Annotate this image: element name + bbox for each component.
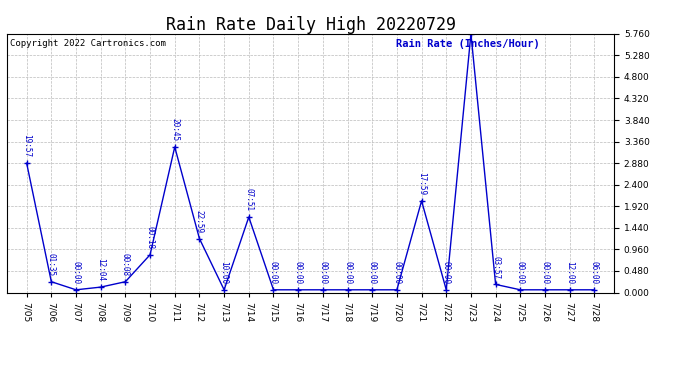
Text: 06:00: 06:00 bbox=[590, 261, 599, 284]
Text: 17:59: 17:59 bbox=[417, 172, 426, 195]
Text: 07:51: 07:51 bbox=[244, 188, 253, 211]
Text: Copyright 2022 Cartronics.com: Copyright 2022 Cartronics.com bbox=[10, 39, 166, 48]
Text: 00:00: 00:00 bbox=[72, 261, 81, 284]
Text: 00:00: 00:00 bbox=[343, 261, 352, 284]
Text: 01:35: 01:35 bbox=[47, 253, 56, 276]
Text: 00:00: 00:00 bbox=[269, 261, 278, 284]
Text: 00:18: 00:18 bbox=[146, 226, 155, 249]
Text: Rain Rate (Inches/Hour): Rain Rate (Inches/Hour) bbox=[395, 39, 540, 49]
Text: 00:00: 00:00 bbox=[516, 261, 525, 284]
Text: 00:00: 00:00 bbox=[294, 261, 303, 284]
Text: 00:00: 00:00 bbox=[368, 261, 377, 284]
Text: 03:57: 03:57 bbox=[491, 256, 500, 279]
Text: 19:57: 19:57 bbox=[22, 135, 31, 158]
Text: 00:00: 00:00 bbox=[393, 261, 402, 284]
Text: 12:00: 12:00 bbox=[565, 261, 574, 284]
Text: 12:04: 12:04 bbox=[96, 258, 105, 282]
Text: 00:00: 00:00 bbox=[540, 261, 549, 284]
Text: 10:00: 10:00 bbox=[219, 261, 228, 284]
Title: Rain Rate Daily High 20220729: Rain Rate Daily High 20220729 bbox=[166, 16, 455, 34]
Text: 20:45: 20:45 bbox=[170, 118, 179, 141]
Text: 00:00: 00:00 bbox=[442, 261, 451, 284]
Text: 22:59: 22:59 bbox=[195, 210, 204, 233]
Text: 00:00: 00:00 bbox=[318, 261, 327, 284]
Text: 00:08: 00:08 bbox=[121, 253, 130, 276]
